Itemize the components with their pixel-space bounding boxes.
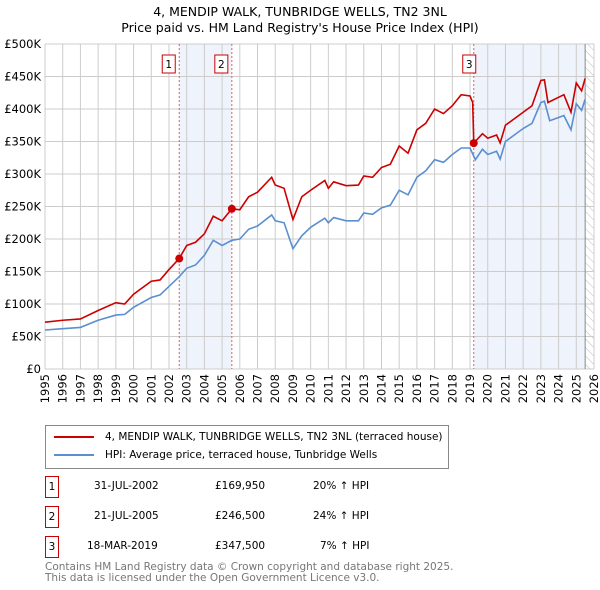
y-tick-label: £50K xyxy=(12,330,42,344)
y-tick-label: £200K xyxy=(4,232,41,246)
x-tick-label: 2016 xyxy=(410,374,424,403)
x-tick-label: 2024 xyxy=(552,374,566,403)
x-tick-label: 2020 xyxy=(481,374,495,403)
x-tick-label: 1998 xyxy=(91,374,105,403)
sale-badge xyxy=(462,54,477,74)
legend-hpi: HPI: Average price, terraced house, Tunb… xyxy=(105,449,378,461)
transaction-date: 21-JUL-2005 xyxy=(94,510,159,522)
x-tick-label: 2001 xyxy=(144,374,158,403)
sale-badge-label: 1 xyxy=(165,59,172,71)
sale-badge-label: 2 xyxy=(218,59,225,71)
legend: 4, MENDIP WALK, TUNBRIDGE WELLS, TN2 3NL… xyxy=(45,425,449,469)
x-tick-label: 2013 xyxy=(357,374,371,403)
x-tick-label: 2023 xyxy=(534,374,548,403)
y-tick-label: £100K xyxy=(4,297,41,311)
x-tick-label: 1996 xyxy=(56,374,70,403)
transaction-hpi: 7% ↑ HPI xyxy=(320,540,370,552)
x-tick-label: 1999 xyxy=(109,374,123,403)
hpi-line xyxy=(44,99,586,331)
sale-point xyxy=(175,254,184,263)
x-tick-label: 2012 xyxy=(339,374,353,403)
transaction-number: 1 xyxy=(45,476,59,498)
x-tick-label: 2026 xyxy=(587,374,600,403)
sale-point xyxy=(469,139,478,148)
footer-licence: This data is licensed under the Open Gov… xyxy=(45,572,380,584)
x-tick-label: 2009 xyxy=(286,374,300,403)
legend-blue-line xyxy=(54,454,94,456)
price-chart: 1995 1996 1997 1998 1999 2000 2001 2002 2003 2004… xyxy=(4,37,600,403)
x-tick-label: 2006 xyxy=(233,374,247,403)
property-price-line xyxy=(44,78,586,323)
transaction-price: £169,950 xyxy=(215,480,266,492)
legend-red-line xyxy=(54,436,94,438)
x-tick-label: 2015 xyxy=(392,374,406,403)
transaction-price: £347,500 xyxy=(215,540,266,552)
x-tick-label: 2002 xyxy=(162,374,176,403)
x-tick-label: 2017 xyxy=(428,374,442,403)
sale-badge xyxy=(161,54,176,74)
x-tick-label: 2018 xyxy=(445,374,459,403)
sale-point xyxy=(227,204,236,213)
x-tick-label: 1997 xyxy=(73,374,87,403)
x-tick-label: 2007 xyxy=(251,374,265,403)
chart-title: 4, MENDIP WALK, TUNBRIDGE WELLS, TN2 3NL xyxy=(153,4,447,19)
transaction-row: 1 31-JUL-2002 £169,950 20% ↑ HPI xyxy=(45,476,445,498)
x-tick-label: 2019 xyxy=(463,374,477,403)
transaction-row: 3 18-MAR-2019 £347,500 7% ↑ HPI xyxy=(45,536,445,558)
y-tick-label: £0 xyxy=(26,362,41,376)
x-tick-label: 2005 xyxy=(215,374,229,403)
transaction-number: 3 xyxy=(45,536,59,558)
x-tick-label: 2022 xyxy=(516,374,530,403)
transaction-hpi: 24% ↑ HPI xyxy=(313,510,370,522)
y-tick-label: £150K xyxy=(4,265,41,279)
chart-subtitle: Price paid vs. HM Land Registry's House … xyxy=(121,20,479,35)
x-tick-label: 2003 xyxy=(180,374,194,403)
sale-badge xyxy=(214,54,229,74)
x-tick-label: 2011 xyxy=(321,374,335,403)
x-tick-label: 2000 xyxy=(127,374,141,403)
transaction-date: 31-JUL-2002 xyxy=(94,480,159,492)
transaction-date: 18-MAR-2019 xyxy=(87,540,158,552)
transaction-price: £246,500 xyxy=(215,510,266,522)
y-tick-label: £450K xyxy=(4,70,41,84)
x-tick-label: 2008 xyxy=(268,374,282,403)
legend-property: 4, MENDIP WALK, TUNBRIDGE WELLS, TN2 3NL… xyxy=(105,431,443,443)
x-tick-label: 2014 xyxy=(374,374,388,403)
y-tick-label: £500K xyxy=(4,37,41,51)
x-tick-label: 2010 xyxy=(304,374,318,403)
y-tick-label: £400K xyxy=(4,102,41,116)
x-tick-label: 2021 xyxy=(498,374,512,403)
y-tick-label: £300K xyxy=(4,167,41,181)
transaction-number: 2 xyxy=(45,506,59,528)
x-tick-label: 2004 xyxy=(197,374,211,403)
x-tick-label: 1995 xyxy=(38,374,52,403)
sale-badge-label: 3 xyxy=(466,59,473,71)
y-tick-label: £250K xyxy=(4,200,41,214)
footer-copyright: Contains HM Land Registry data © Crown c… xyxy=(45,561,454,573)
transaction-hpi: 20% ↑ HPI xyxy=(313,480,370,492)
x-tick-label: 2025 xyxy=(569,374,583,403)
y-tick-label: £350K xyxy=(4,135,41,149)
transaction-row: 2 21-JUL-2005 £246,500 24% ↑ HPI xyxy=(45,506,445,528)
footer: Contains HM Land Registry data © Crown c… xyxy=(45,562,453,584)
